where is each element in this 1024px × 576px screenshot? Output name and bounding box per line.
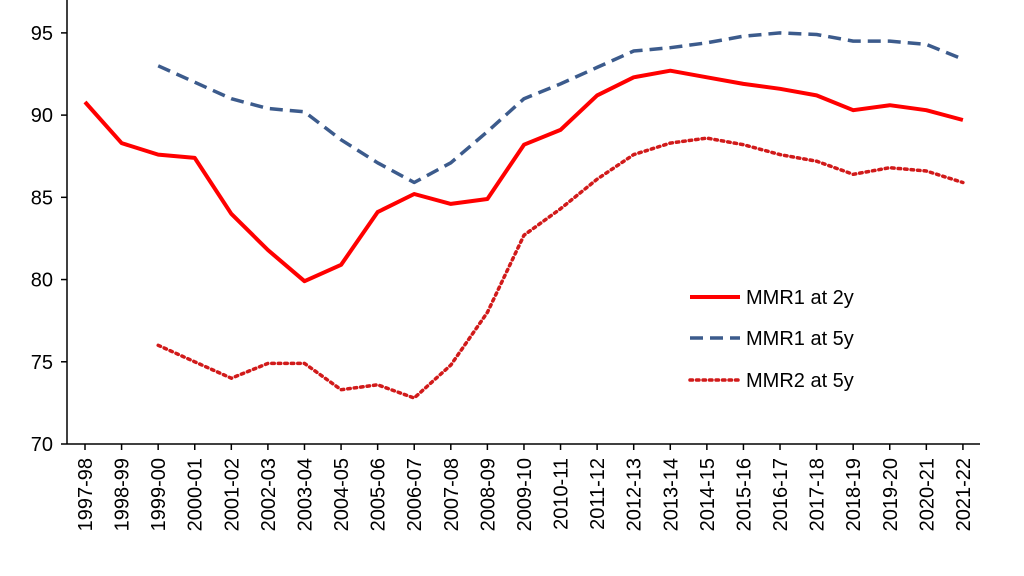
y-tick-label: 85 bbox=[31, 187, 53, 209]
series-line-2 bbox=[157, 31, 964, 185]
x-tick-label: 2010-11 bbox=[551, 458, 573, 530]
x-tick-label: 2019-20 bbox=[880, 458, 902, 531]
x-tick-label: 2017-18 bbox=[807, 458, 829, 531]
y-tick-label: 70 bbox=[31, 434, 53, 456]
x-tick-label: 2013-14 bbox=[660, 458, 682, 531]
x-tick-label: 2008-09 bbox=[477, 458, 499, 531]
x-tick-label: 2016-17 bbox=[770, 458, 792, 531]
legend-label-2: MMR1 at 5y bbox=[746, 328, 854, 350]
x-tick-label: 2002-03 bbox=[258, 458, 280, 531]
series-line-1 bbox=[83, 68, 964, 284]
x-tick-label: 2009-10 bbox=[514, 458, 536, 531]
x-tick-label: 2021-22 bbox=[953, 458, 975, 531]
x-tick-label: 2003-04 bbox=[294, 458, 316, 531]
x-tick-label: 2001-02 bbox=[221, 458, 243, 531]
x-tick-label: 1997-98 bbox=[75, 458, 97, 531]
x-tick-label: 2012-13 bbox=[624, 458, 646, 531]
y-tick-label: 80 bbox=[31, 270, 53, 292]
y-tick-label: 95 bbox=[31, 23, 53, 45]
x-tick-label: 1998-99 bbox=[112, 458, 134, 531]
y-tick-label: 75 bbox=[31, 352, 53, 374]
x-tick-label: 2005-06 bbox=[368, 458, 390, 531]
x-tick-label: 2014-15 bbox=[697, 458, 719, 531]
legend-label-1: MMR1 at 2y bbox=[746, 287, 854, 309]
y-tick-label: 90 bbox=[31, 105, 53, 127]
x-tick-label: 2015-16 bbox=[733, 458, 755, 531]
x-tick-label: 2018-19 bbox=[843, 458, 865, 531]
x-tick-label: 2020-21 bbox=[916, 458, 938, 531]
x-tick-label: 2000-01 bbox=[185, 458, 207, 531]
x-tick-label: 2011-12 bbox=[587, 458, 609, 530]
x-tick-label: 2007-08 bbox=[441, 458, 463, 531]
series-line-3 bbox=[156, 136, 965, 400]
legend-label-3: MMR2 at 5y bbox=[746, 370, 854, 392]
x-tick-label: 1999-00 bbox=[148, 458, 170, 531]
x-tick-label: 2006-07 bbox=[404, 458, 426, 531]
x-tick-label: 2004-05 bbox=[331, 458, 353, 531]
